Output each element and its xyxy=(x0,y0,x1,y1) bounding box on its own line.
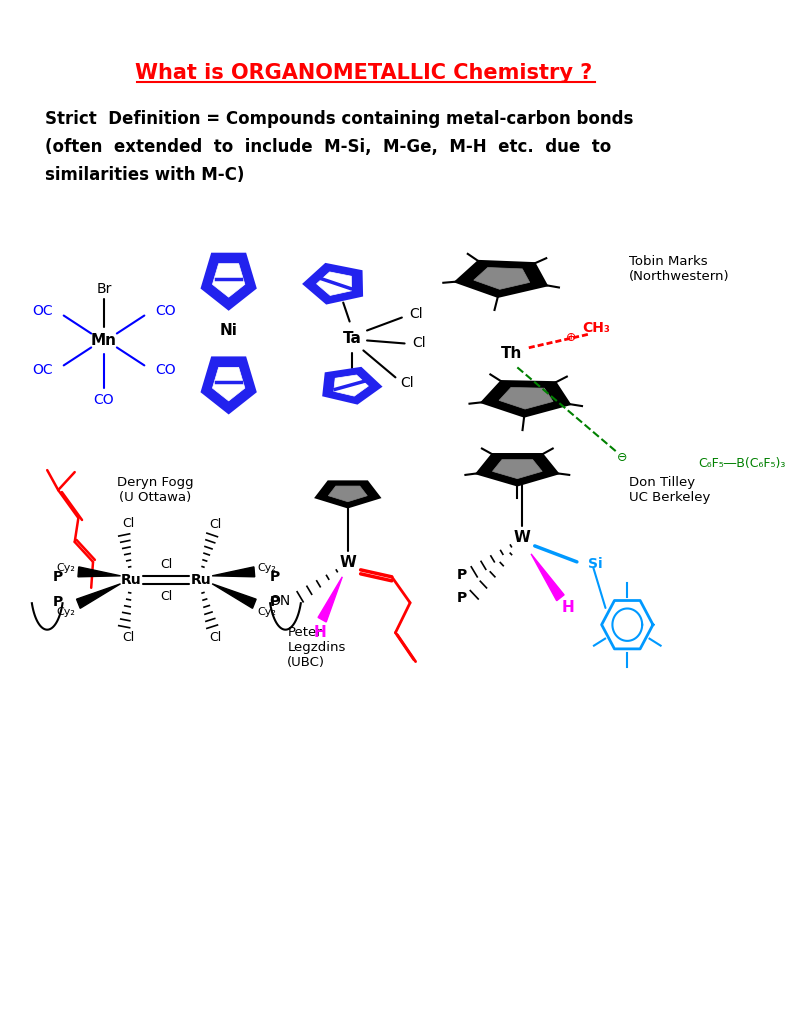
Text: Cy₂: Cy₂ xyxy=(56,607,75,616)
Text: Cl: Cl xyxy=(412,337,426,350)
Polygon shape xyxy=(499,387,553,409)
Polygon shape xyxy=(474,267,530,290)
Text: Ru: Ru xyxy=(191,572,211,587)
Text: Cl: Cl xyxy=(161,590,172,603)
Text: Ta: Ta xyxy=(343,331,361,346)
Text: Ni: Ni xyxy=(220,323,237,338)
Polygon shape xyxy=(493,460,542,478)
Text: Peter
Legzdins
(UBC): Peter Legzdins (UBC) xyxy=(287,626,346,669)
Polygon shape xyxy=(305,265,361,303)
Polygon shape xyxy=(316,481,379,507)
Text: Cl: Cl xyxy=(210,518,222,531)
Text: similarities with M-C): similarities with M-C) xyxy=(45,166,244,184)
Text: P: P xyxy=(270,595,279,608)
Text: ⊖: ⊖ xyxy=(616,451,627,464)
Text: Strict  Definition = Compounds containing metal-carbon bonds: Strict Definition = Compounds containing… xyxy=(45,110,634,128)
Polygon shape xyxy=(78,567,120,577)
Text: What is ORGANOMETALLIC Chemistry ?: What is ORGANOMETALLIC Chemistry ? xyxy=(134,63,592,83)
Polygon shape xyxy=(316,272,352,296)
Text: Cy₂: Cy₂ xyxy=(258,563,277,572)
Text: CO: CO xyxy=(155,303,176,317)
Text: P: P xyxy=(53,569,63,584)
Polygon shape xyxy=(77,584,120,608)
Text: CO: CO xyxy=(93,393,115,408)
Text: P: P xyxy=(456,591,467,605)
Polygon shape xyxy=(483,382,570,416)
Polygon shape xyxy=(202,358,255,413)
Polygon shape xyxy=(202,254,255,308)
Text: W: W xyxy=(339,555,356,570)
Text: H: H xyxy=(562,600,574,615)
Text: P: P xyxy=(456,568,467,582)
Text: Cl: Cl xyxy=(400,377,414,390)
Polygon shape xyxy=(456,261,547,297)
Text: Don Tilley
UC Berkeley: Don Tilley UC Berkeley xyxy=(629,476,710,504)
Text: OC: OC xyxy=(32,364,53,378)
Text: Cy₂: Cy₂ xyxy=(258,607,277,616)
Text: W: W xyxy=(513,530,530,546)
Text: Th: Th xyxy=(501,346,523,360)
Text: CO: CO xyxy=(155,364,176,378)
Text: Tobin Marks
(Northwestern): Tobin Marks (Northwestern) xyxy=(629,255,730,283)
Text: P: P xyxy=(270,569,279,584)
Polygon shape xyxy=(318,577,343,622)
Text: Cl: Cl xyxy=(123,517,135,530)
Polygon shape xyxy=(328,486,367,502)
Text: ⊕: ⊕ xyxy=(566,331,577,344)
Text: Br: Br xyxy=(97,282,112,296)
Polygon shape xyxy=(213,263,245,297)
Text: H: H xyxy=(314,626,327,640)
Polygon shape xyxy=(213,368,245,401)
Polygon shape xyxy=(477,455,558,485)
Polygon shape xyxy=(212,567,255,577)
Text: C₆F₅―B(C₆F₅)₃: C₆F₅―B(C₆F₅)₃ xyxy=(698,457,785,470)
Text: Cl: Cl xyxy=(409,306,423,321)
Text: P: P xyxy=(53,595,63,608)
Polygon shape xyxy=(531,554,564,601)
Text: ON: ON xyxy=(270,594,291,608)
Polygon shape xyxy=(212,584,256,608)
Text: Cl: Cl xyxy=(161,558,172,571)
Text: CH₃: CH₃ xyxy=(582,321,610,335)
Text: Deryn Fogg
(U Ottawa): Deryn Fogg (U Ottawa) xyxy=(117,476,194,504)
Text: Si: Si xyxy=(588,557,603,570)
Polygon shape xyxy=(324,369,380,402)
Text: Cl: Cl xyxy=(210,631,222,644)
Polygon shape xyxy=(334,375,369,396)
Text: Ru: Ru xyxy=(121,572,142,587)
Text: Cl: Cl xyxy=(123,631,135,644)
Text: OC: OC xyxy=(32,303,53,317)
Text: Mn: Mn xyxy=(91,333,117,348)
Text: (often  extended  to  include  M-Si,  M-Ge,  M-H  etc.  due  to: (often extended to include M-Si, M-Ge, M… xyxy=(45,138,611,156)
Text: Cy₂: Cy₂ xyxy=(56,563,75,572)
